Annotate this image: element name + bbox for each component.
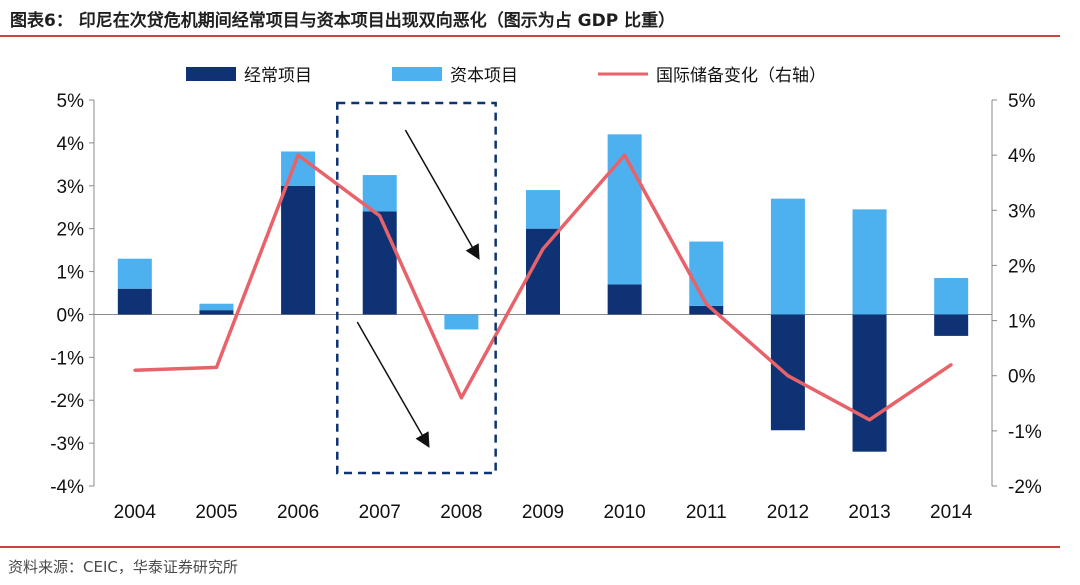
left-tick-label: -4% (50, 477, 84, 498)
category-label: 2011 (686, 502, 727, 523)
bar-current-account (199, 310, 234, 315)
bar-capital-account (770, 198, 805, 315)
bar-capital-account (199, 303, 234, 311)
down-arrow-lower (356, 321, 430, 448)
reserve-point (296, 153, 300, 157)
bar-current-account (934, 314, 969, 336)
reserve-point (214, 365, 218, 369)
legend-label-current-account: 经常项目 (244, 66, 312, 86)
reserve-point (949, 363, 953, 367)
left-tick-label: 1% (57, 263, 85, 284)
right-tick-label: 5% (1008, 91, 1036, 112)
left-tick-label: -3% (50, 434, 84, 455)
down-arrow-upper (404, 129, 480, 260)
category-label: 2007 (359, 502, 401, 523)
category-label: 2004 (114, 502, 157, 523)
legend-label-reserve-change: 国际储备变化（右轴） (656, 66, 826, 86)
left-tick-label: -1% (50, 348, 84, 369)
axes: 5% 4% 3% 2% 1% 0% -1% -2% -3% -4% 5% 4% 3% 2% 1% 0% -1% -… (50, 91, 1042, 523)
crisis-highlight-box (336, 101, 497, 475)
bar-current-account (689, 305, 724, 315)
bar-capital-account (607, 134, 642, 285)
right-tick-label: -2% (1008, 477, 1042, 498)
bar-capital-account (934, 277, 969, 315)
right-tick-label: 4% (1008, 146, 1036, 167)
bar-current-account (281, 185, 316, 315)
category-label: 2009 (522, 502, 564, 523)
chart-title: 图表6： 印尼在次贷危机期间经常项目与资本项目出现双向恶化（图示为占 GDP 比… (10, 11, 676, 31)
right-tick-label: 1% (1008, 312, 1036, 333)
reserve-point (786, 374, 790, 378)
reserve-point (623, 153, 627, 157)
left-tick-label: 5% (57, 91, 85, 112)
reserve-point (704, 302, 708, 306)
bar-current-account (607, 284, 642, 315)
bar-current-account (117, 288, 152, 315)
bar-current-account (362, 211, 397, 315)
legend-swatch-current-account (186, 67, 236, 81)
title-divider (0, 35, 1060, 37)
left-tick-label: 0% (57, 305, 85, 326)
footer-divider (0, 546, 1060, 548)
reserve-point (868, 418, 872, 422)
left-tick-label: 3% (57, 177, 85, 198)
reserve-line (133, 153, 953, 422)
bars (117, 134, 969, 452)
left-tick-label: -2% (50, 391, 84, 412)
category-label: 2005 (195, 502, 237, 523)
left-tick-label: 4% (57, 134, 85, 155)
category-label: 2008 (440, 502, 482, 523)
source-note: 资料来源：CEIC，华泰证券研究所 (8, 558, 238, 576)
right-tick-label: 0% (1008, 367, 1036, 388)
reserve-point (133, 368, 137, 372)
reserve-point (378, 214, 382, 218)
bar-capital-account (689, 241, 724, 306)
category-label: 2014 (930, 502, 973, 523)
category-label: 2010 (603, 502, 645, 523)
bar-current-account (770, 314, 805, 431)
right-tick-label: -1% (1008, 422, 1042, 443)
legend-swatch-capital-account (392, 67, 442, 81)
category-label: 2006 (277, 502, 319, 523)
reserve-point (459, 396, 463, 400)
bar-capital-account (444, 314, 479, 330)
reserve-point (541, 247, 545, 251)
bar-capital-account (852, 209, 887, 315)
bar-capital-account (526, 190, 560, 229)
legend-label-capital-account: 资本项目 (450, 66, 518, 86)
bar-current-account (852, 314, 887, 452)
right-tick-label: 2% (1008, 256, 1036, 277)
category-label: 2012 (767, 502, 809, 523)
annotations (336, 101, 497, 475)
bar-capital-account (117, 258, 152, 289)
left-tick-label: 2% (57, 220, 85, 241)
right-tick-label: 3% (1008, 201, 1036, 222)
legend: 经常项目 资本项目 国际储备变化（右轴） (186, 66, 826, 86)
category-label: 2013 (848, 502, 890, 523)
